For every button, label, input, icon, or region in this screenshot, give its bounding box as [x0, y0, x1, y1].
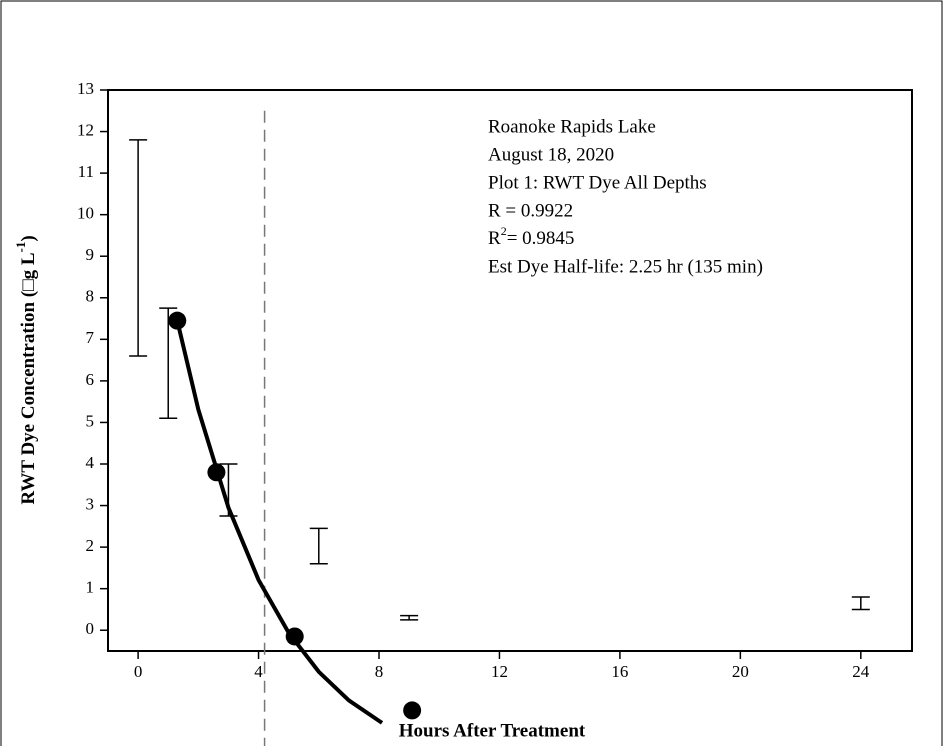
y-tick-label: 3: [86, 494, 95, 513]
x-tick-label: 0: [134, 662, 143, 681]
x-tick-label: 16: [611, 662, 628, 681]
plot-area: [107, 89, 913, 652]
r2-base: R: [488, 228, 501, 249]
y-tick-label: 1: [86, 578, 95, 597]
data-point: [207, 463, 226, 482]
y-tick-label: 12: [77, 120, 94, 139]
x-tick-label: 12: [491, 662, 508, 681]
y-tick-label: 7: [86, 328, 95, 347]
y-tick-label: 2: [86, 536, 95, 555]
y-label-sup: -1: [13, 242, 28, 253]
annotation: R = 0.9922: [488, 200, 573, 221]
annotation: Est Dye Half-life: 2.25 hr (135 min): [488, 256, 763, 277]
x-tick-label: 20: [732, 662, 749, 681]
x-tick-label: 8: [375, 662, 384, 681]
annotation: Roanoke Rapids Lake: [488, 116, 656, 137]
y-label-end: ): [18, 235, 39, 241]
data-point: [285, 627, 304, 646]
y-tick-label: 13: [77, 79, 94, 98]
y-tick-label: 10: [77, 204, 94, 223]
y-tick-label: 6: [86, 370, 95, 389]
y-tick-label: 11: [78, 162, 94, 181]
x-tick-label: 24: [852, 662, 870, 681]
y-tick-label: 8: [86, 287, 95, 306]
r2-rest: = 0.9845: [507, 228, 575, 249]
x-axis-title: Hours After Treatment: [399, 720, 586, 741]
fit-curve: [175, 320, 384, 725]
annotation: August 18, 2020: [488, 144, 614, 165]
y-tick-label: 0: [86, 619, 95, 638]
x-tick-label: 4: [254, 662, 263, 681]
y-axis-title: RWT Dye Concentration (□g L-1): [13, 235, 39, 504]
annotation: R2= 0.9845: [488, 224, 574, 250]
y-tick-label: 9: [86, 245, 95, 264]
y-tick-label: 5: [86, 411, 95, 430]
data-point: [168, 311, 187, 330]
y-tick-label: 4: [86, 453, 95, 472]
annotation: Plot 1: RWT Dye All Depths: [488, 172, 707, 193]
y-label-text: RWT Dye Concentration (□g L: [18, 253, 39, 505]
data-point: [403, 701, 422, 720]
r2-sup: 2: [501, 224, 507, 238]
